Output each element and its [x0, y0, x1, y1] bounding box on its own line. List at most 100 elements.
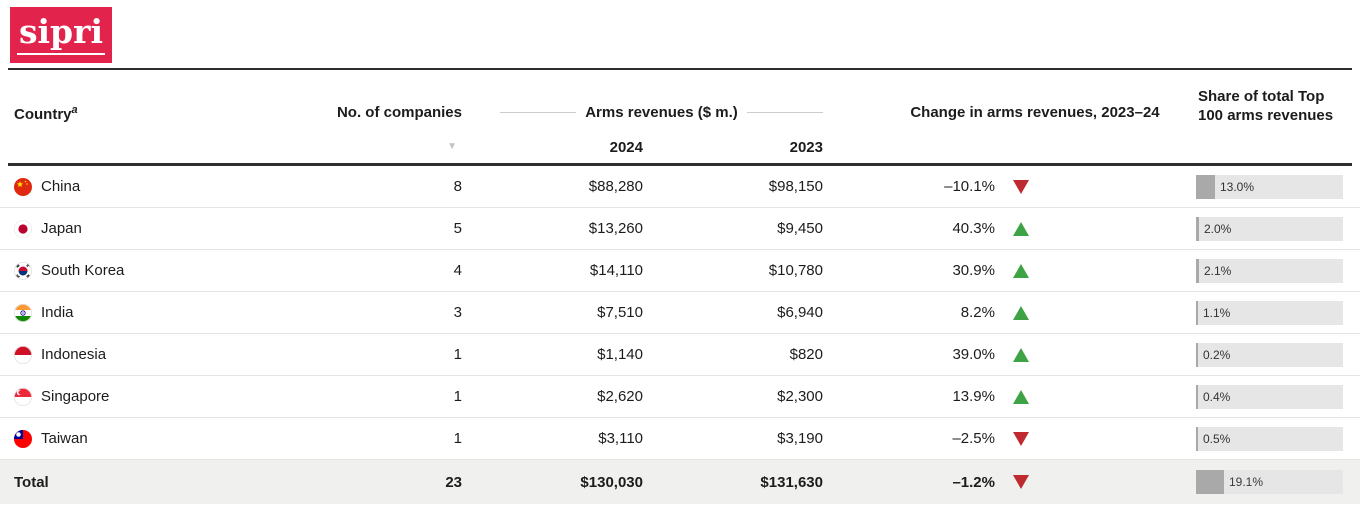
sort-descending-icon[interactable]: ▼	[447, 141, 457, 152]
country-name: Indonesia	[41, 346, 107, 363]
revenue-2023-cell: $2,300	[777, 388, 823, 405]
table-row: Taiwan 1 $3,110 $3,190 –2.5% 0.5%	[0, 418, 1360, 460]
revenue-2024-cell: $7,510	[597, 304, 643, 321]
revenue-2024-cell: $130,030	[580, 473, 643, 491]
change-direction-cell	[995, 347, 1047, 362]
table-row: Indonesia 1 $1,140 $820 39.0% 0.2%	[0, 334, 1360, 376]
share-value-label: 2.0%	[1204, 221, 1232, 236]
share-bar: 13.0%	[1196, 174, 1343, 199]
column-header-country: Countrya	[14, 104, 78, 123]
companies-cell: 4	[453, 262, 462, 279]
change-direction-cell	[995, 431, 1047, 446]
top-divider	[8, 68, 1352, 70]
change-cell: –1.2%	[952, 473, 995, 491]
change-cell: 40.3%	[952, 220, 995, 237]
change-direction-cell	[995, 389, 1047, 404]
country-name: China	[41, 178, 81, 195]
country-name: South Korea	[41, 262, 125, 279]
revenue-2024-cell: $13,260	[588, 220, 643, 237]
increase-arrow-icon	[1013, 221, 1029, 236]
increase-arrow-icon	[1013, 347, 1029, 362]
share-bar-fill	[1196, 342, 1198, 367]
column-header-companies[interactable]: No. of companies	[336, 104, 462, 121]
share-bar: 2.1%	[1196, 258, 1343, 283]
companies-cell: 1	[453, 346, 462, 363]
column-header-change: Change in arms revenues, 2023–24	[910, 104, 1160, 121]
companies-cell: 3	[453, 304, 462, 321]
country-name: Singapore	[41, 388, 110, 405]
share-bar: 0.5%	[1196, 426, 1343, 451]
increase-arrow-icon	[1013, 263, 1029, 278]
country-name: Japan	[41, 220, 82, 237]
increase-arrow-icon	[1013, 389, 1029, 404]
companies-cell: 8	[453, 178, 462, 195]
revenue-2023-cell: $6,940	[777, 304, 823, 321]
table-row: India 3 $7,510 $6,940 8.2% 1.1%	[0, 292, 1360, 334]
country-name: Total	[14, 473, 49, 491]
share-bar: 0.4%	[1196, 384, 1343, 409]
companies-cell: 23	[445, 473, 462, 491]
table-row: Singapore 1 $2,620 $2,300 13.9% 0.4%	[0, 376, 1360, 418]
companies-cell: 1	[453, 388, 462, 405]
change-cell: –10.1%	[944, 178, 995, 195]
header-bottom-divider	[8, 163, 1352, 166]
top-bar: sipri	[0, 0, 1360, 70]
country-cell: China	[14, 177, 320, 196]
decrease-arrow-icon	[1013, 431, 1029, 446]
change-direction-cell	[995, 179, 1047, 194]
revenue-2024-cell: $2,620	[597, 388, 643, 405]
companies-cell: 1	[453, 430, 462, 447]
revenue-2023-cell: $98,150	[768, 178, 823, 195]
share-bar-fill	[1196, 470, 1224, 494]
indonesia-flag-icon	[13, 345, 33, 364]
country-cell: Japan	[13, 219, 320, 238]
share-value-label: 1.1%	[1203, 305, 1231, 320]
share-value-label: 19.1%	[1229, 475, 1264, 489]
sipri-logo-text: sipri	[16, 15, 106, 55]
country-name: India	[41, 304, 74, 321]
header-rule-right	[746, 112, 824, 113]
decrease-arrow-icon	[1013, 179, 1029, 194]
revenue-2023-cell: $10,780	[768, 262, 823, 279]
china-flag-icon	[14, 177, 32, 196]
japan-flag-icon	[13, 219, 33, 238]
share-value-label: 0.4%	[1203, 389, 1231, 404]
revenue-2023-cell: $3,190	[777, 430, 823, 447]
share-value-label: 13.0%	[1220, 179, 1255, 194]
revenue-2024-cell: $3,110	[598, 430, 643, 447]
share-bar-fill	[1196, 426, 1198, 451]
revenue-2023-cell: $131,630	[760, 473, 823, 491]
table-row: Japan 5 $13,260 $9,450 40.3% 2.0%	[0, 208, 1360, 250]
share-bar-fill	[1196, 174, 1215, 199]
column-header-2024[interactable]: 2024	[609, 139, 643, 156]
country-cell: South Korea	[13, 261, 320, 280]
south-korea-flag-icon	[13, 261, 33, 280]
country-cell: Taiwan	[14, 429, 320, 448]
share-value-label: 2.1%	[1204, 263, 1232, 278]
share-bar-fill	[1196, 216, 1199, 241]
change-direction-cell	[995, 475, 1047, 489]
table-row: South Korea 4 $14,110 $10,780 30.9% 2.1%	[0, 250, 1360, 292]
change-cell: 30.9%	[952, 262, 995, 279]
column-header-2023[interactable]: 2023	[789, 139, 823, 156]
sipri-logo[interactable]: sipri	[10, 7, 112, 63]
footnote-marker: a	[71, 104, 78, 116]
table-body: China 8 $88,280 $98,150 –10.1% 13.0% Jap…	[0, 166, 1360, 504]
change-direction-cell	[995, 305, 1047, 320]
share-bar: 1.1%	[1196, 300, 1343, 325]
share-bar: 2.0%	[1196, 216, 1343, 241]
revenue-2024-cell: $88,280	[588, 178, 643, 195]
table-row: China 8 $88,280 $98,150 –10.1% 13.0%	[0, 166, 1360, 208]
share-bar: 19.1%	[1196, 470, 1343, 494]
column-header-share: Share of total Top 100 arms revenues	[1198, 88, 1334, 124]
header-rule-left	[500, 112, 577, 113]
change-direction-cell	[995, 263, 1047, 278]
column-header-arms-revenues: Arms revenues ($ m.)	[500, 104, 824, 121]
revenue-2023-cell: $9,450	[777, 220, 823, 237]
table-header: Countrya No. of companies Arms revenues …	[0, 70, 1360, 166]
companies-cell: 5	[453, 220, 462, 237]
change-cell: 39.0%	[952, 346, 995, 363]
country-cell: Singapore	[13, 387, 320, 406]
share-bar: 0.2%	[1196, 342, 1343, 367]
revenue-2024-cell: $14,110	[589, 262, 643, 279]
